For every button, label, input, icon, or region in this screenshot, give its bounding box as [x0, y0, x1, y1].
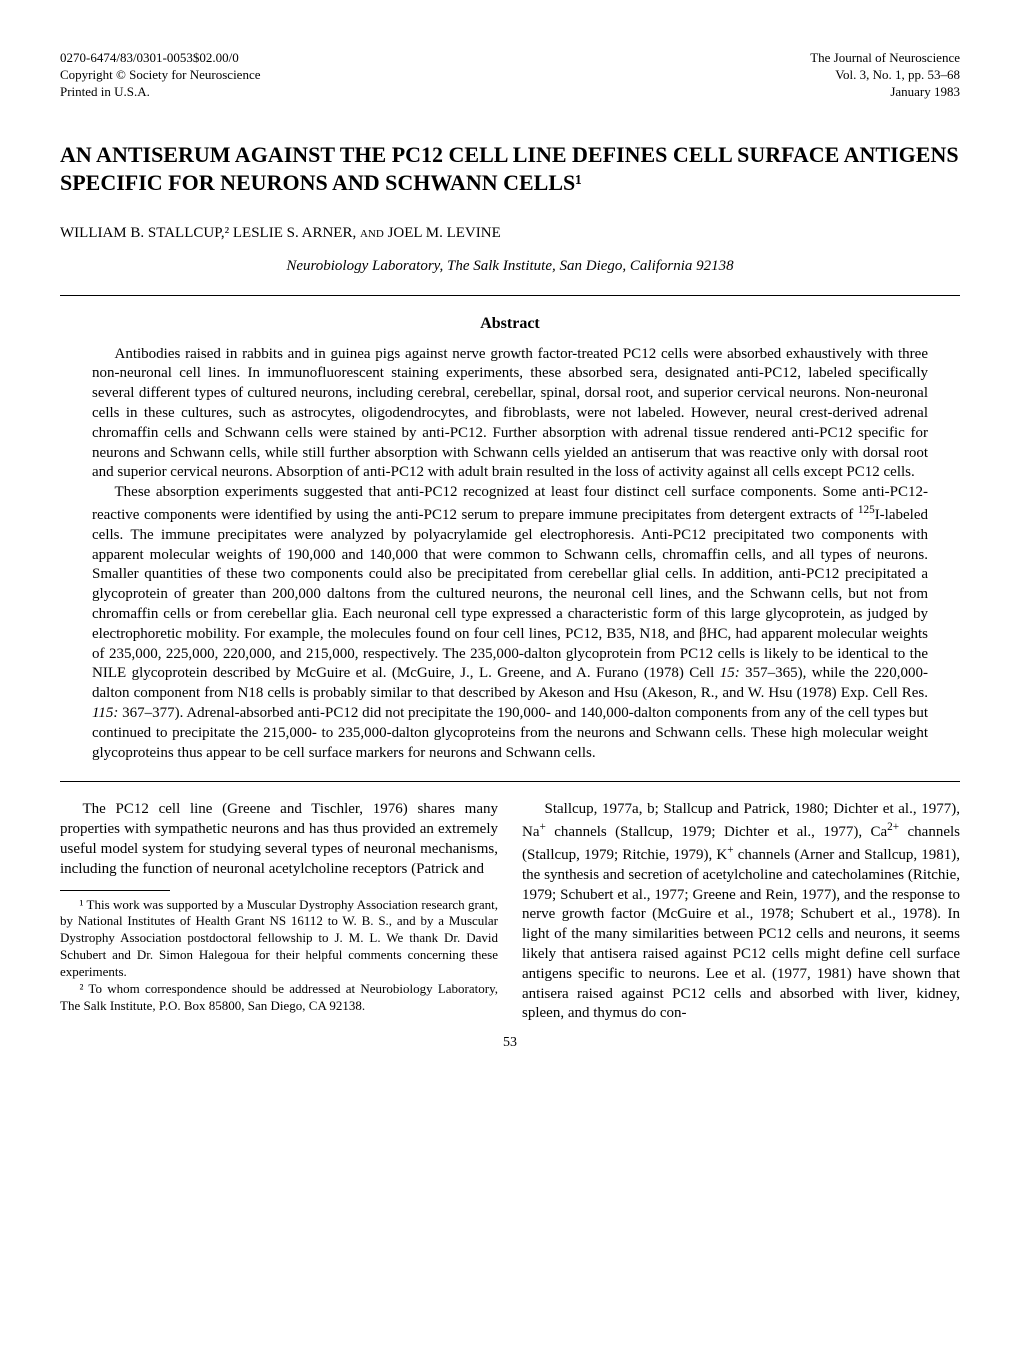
body-paragraph-left: The PC12 cell line (Greene and Tischler,…	[60, 800, 498, 879]
abstract-heading: Abstract	[60, 314, 960, 335]
header-id-line: 0270-6474/83/0301-0053$02.00/0	[60, 50, 261, 67]
abstract-paragraph-2: These absorption experiments suggested t…	[92, 483, 928, 763]
body-columns: The PC12 cell line (Greene and Tischler,…	[60, 800, 960, 1024]
rule-top	[60, 295, 960, 296]
abstract-body: Antibodies raised in rabbits and in guin…	[92, 345, 928, 764]
affiliation: Neurobiology Laboratory, The Salk Instit…	[60, 257, 960, 277]
header-right: The Journal of Neuroscience Vol. 3, No. …	[810, 50, 960, 101]
article-title: AN ANTISERUM AGAINST THE PC12 CELL LINE …	[60, 141, 960, 198]
header-left: 0270-6474/83/0301-0053$02.00/0 Copyright…	[60, 50, 261, 101]
header-volume: Vol. 3, No. 1, pp. 53–68	[810, 67, 960, 84]
footnotes: ¹ This work was supported by a Muscular …	[60, 897, 498, 1015]
header-copyright: Copyright © Society for Neuroscience	[60, 67, 261, 84]
footnote-rule	[60, 890, 170, 891]
header-printed: Printed in U.S.A.	[60, 84, 261, 101]
abstract-paragraph-1: Antibodies raised in rabbits and in guin…	[92, 345, 928, 484]
running-header: 0270-6474/83/0301-0053$02.00/0 Copyright…	[60, 50, 960, 101]
column-left: The PC12 cell line (Greene and Tischler,…	[60, 800, 498, 1024]
footnote-1: ¹ This work was supported by a Muscular …	[60, 897, 498, 981]
column-right: Stallcup, 1977a, b; Stallcup and Patrick…	[522, 800, 960, 1024]
authors-line: WILLIAM B. STALLCUP,² LESLIE S. ARNER, a…	[60, 224, 960, 244]
header-journal: The Journal of Neuroscience	[810, 50, 960, 67]
rule-bottom	[60, 781, 960, 782]
footnote-2: ² To whom correspondence should be addre…	[60, 981, 498, 1015]
header-date: January 1983	[810, 84, 960, 101]
page-number: 53	[60, 1034, 960, 1052]
body-paragraph-right: Stallcup, 1977a, b; Stallcup and Patrick…	[522, 800, 960, 1024]
